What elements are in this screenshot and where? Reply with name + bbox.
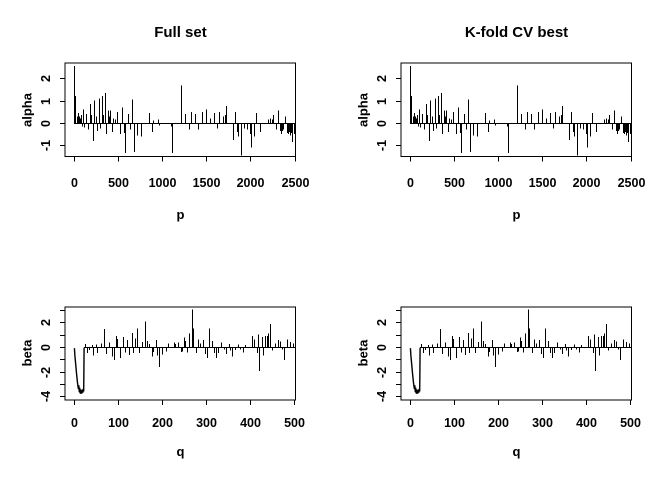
- x-tick-label: 1000: [485, 176, 513, 190]
- y-tick-label: -1: [375, 140, 389, 151]
- y-tick-label: 2: [39, 319, 53, 326]
- x-tick-label: 500: [108, 176, 129, 190]
- y-axis-label: alpha: [355, 93, 371, 127]
- y-tick-label: -4: [375, 391, 389, 402]
- plot-frame: [64, 306, 296, 401]
- beta-full-set-plot: 0 100 200 300 400 500 -4 -2 0 2: [39, 306, 305, 430]
- y-axis-label: alpha: [19, 93, 35, 127]
- y-tick-label: 2: [375, 319, 389, 326]
- y-tick-label: 0: [39, 120, 53, 127]
- x-tick-label: 400: [240, 416, 261, 430]
- y-tick-label: 0: [375, 344, 389, 351]
- x-tick-label: 2500: [282, 176, 310, 190]
- y-tick-label: -2: [39, 367, 53, 378]
- x-axis-label: p: [512, 207, 521, 222]
- x-tick-label: 2000: [237, 176, 265, 190]
- x-tick-label: 1000: [149, 176, 177, 190]
- plot-title: Full set: [154, 24, 207, 41]
- alpha-full-set-plot: 0 500 1000 1500 2000 2500 -1 0 1 2: [39, 62, 310, 190]
- panel-full-set-alpha: 0 500 1000 1500 2000 2500 -1 0 1 2 Full set alpha…: [0, 0, 336, 240]
- x-tick-label: 500: [284, 416, 305, 430]
- y-tick-label: -1: [39, 140, 53, 151]
- y-tick-label: 0: [39, 344, 53, 351]
- y-tick-label: 2: [375, 75, 389, 82]
- x-tick-label: 100: [444, 416, 465, 430]
- y-axis-label: beta: [355, 339, 371, 367]
- x-tick-label: 0: [407, 176, 414, 190]
- x-tick-label: 0: [71, 176, 78, 190]
- x-axis-label: q: [176, 444, 185, 459]
- y-tick-label: -4: [39, 391, 53, 402]
- plot-frame: [64, 62, 296, 157]
- x-axis-label: q: [512, 444, 521, 459]
- x-tick-label: 2000: [573, 176, 601, 190]
- x-tick-label: 100: [108, 416, 129, 430]
- x-tick-label: 1500: [529, 176, 557, 190]
- panel-kfold-alpha: 0 500 1000 1500 2000 2500 -1 0 1 2 K-fold CV best…: [336, 0, 672, 240]
- line-segment: [73, 347, 85, 394]
- x-tick-label: 300: [532, 416, 553, 430]
- x-tick-label: 2500: [618, 176, 646, 190]
- y-tick-label: 2: [39, 75, 53, 82]
- alpha-kfold-plot: 0 500 1000 1500 2000 2500 -1 0 1 2: [375, 62, 646, 190]
- panel-full-set-beta: 0 100 200 300 400 500 -4 -2 0 2 beta q: [0, 240, 336, 480]
- y-tick-label: 0: [375, 120, 389, 127]
- x-tick-label: 200: [488, 416, 509, 430]
- line-segment: [409, 347, 421, 394]
- x-tick-label: 0: [407, 416, 414, 430]
- plot-frame: [400, 62, 632, 157]
- plot-frame: [400, 306, 632, 401]
- beta-kfold-plot: 0 100 200 300 400 500 -4 -2 0 2: [375, 306, 641, 430]
- x-tick-label: 300: [196, 416, 217, 430]
- panel-kfold-beta: 0 100 200 300 400 500 -4 -2 0 2 beta q: [336, 240, 672, 480]
- x-tick-label: 200: [152, 416, 173, 430]
- x-tick-label: 400: [576, 416, 597, 430]
- x-tick-label: 0: [71, 416, 78, 430]
- x-tick-label: 500: [620, 416, 641, 430]
- x-axis-label: p: [176, 207, 185, 222]
- y-tick-label: 1: [375, 98, 389, 105]
- plot-title: K-fold CV best: [464, 24, 569, 41]
- x-tick-label: 500: [444, 176, 465, 190]
- y-tick-label: -2: [375, 367, 389, 378]
- x-tick-label: 1500: [193, 176, 221, 190]
- y-tick-label: 1: [39, 98, 53, 105]
- y-axis-label: beta: [19, 339, 35, 367]
